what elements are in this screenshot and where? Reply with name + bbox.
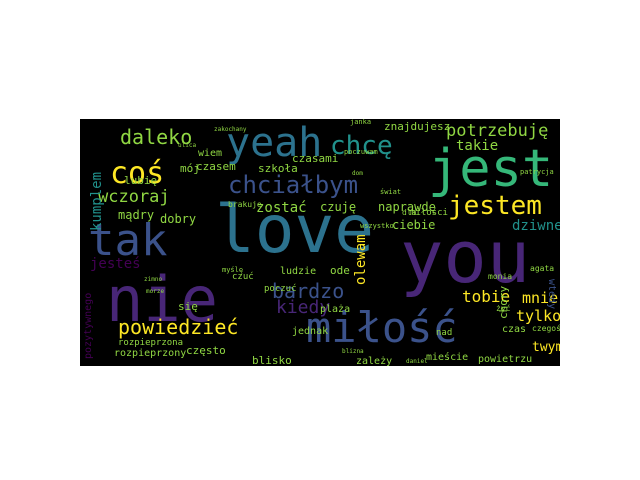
word: miłości xyxy=(410,208,448,218)
word: mnie xyxy=(522,289,559,307)
word: monia xyxy=(488,272,513,281)
word: czuć xyxy=(232,272,254,282)
word: czasami xyxy=(292,152,339,165)
word: często xyxy=(186,344,226,357)
word: twym xyxy=(532,340,560,355)
word: ciebie xyxy=(392,218,436,232)
word: czegoś xyxy=(532,324,560,333)
word: dobry xyxy=(160,212,197,226)
word: takie xyxy=(456,138,499,154)
word: miłość xyxy=(306,303,458,352)
word: patrycja xyxy=(520,168,554,176)
word: żyć xyxy=(496,304,511,313)
word: powietrzu xyxy=(478,354,533,365)
word: zostać xyxy=(256,200,307,216)
word: jednak xyxy=(292,326,329,337)
word: chcę xyxy=(330,131,393,161)
word: naprawdę xyxy=(378,200,436,214)
word: bardzo xyxy=(272,279,345,303)
word: zależy xyxy=(356,356,393,367)
word: brakuje xyxy=(228,200,262,209)
word: plaża xyxy=(320,304,351,315)
word: czas xyxy=(502,324,527,335)
word: ode xyxy=(330,264,350,277)
word: poczuwam xyxy=(344,148,378,156)
word: znajdujesz xyxy=(384,120,451,133)
word: myślę xyxy=(222,266,244,274)
word: mój xyxy=(180,162,200,175)
word: świat xyxy=(380,188,402,196)
word: dla xyxy=(402,208,417,217)
word: rozpieprzony xyxy=(114,348,187,359)
word: love xyxy=(215,191,374,268)
word: dalekо xyxy=(120,125,193,149)
word: olewam xyxy=(353,234,369,285)
word: yeah xyxy=(226,120,323,166)
word: jesteś xyxy=(90,256,141,272)
word: dziwne xyxy=(512,218,560,234)
word: kiedy xyxy=(276,297,331,318)
word: chciałbym xyxy=(228,171,359,199)
word: szkoła xyxy=(258,162,298,175)
word: daniel xyxy=(406,358,428,365)
word: mądry xyxy=(118,208,155,222)
word: tak xyxy=(88,215,168,266)
word: tylko xyxy=(516,307,560,325)
word: blisko xyxy=(252,354,292,366)
word: chory xyxy=(497,285,510,319)
word: tobie xyxy=(462,287,511,306)
word: lubię xyxy=(124,174,158,187)
word: agata xyxy=(530,264,555,273)
word: rozpieprzona xyxy=(118,338,184,348)
word: morze xyxy=(146,288,165,295)
word: czasem xyxy=(196,160,236,173)
word: kumplem xyxy=(89,171,105,231)
word: potrzebuję xyxy=(446,121,549,141)
word: janka xyxy=(350,119,372,126)
word: się xyxy=(178,300,198,313)
word: ulica xyxy=(178,142,197,149)
word: mieście xyxy=(426,352,469,363)
word: wszystko xyxy=(360,222,394,230)
word: wtedy xyxy=(546,279,557,310)
word: blizna xyxy=(342,348,364,355)
word: poczuć xyxy=(264,284,297,294)
word: powiedzieć xyxy=(118,315,239,339)
word: wiem xyxy=(198,148,223,159)
word: nie xyxy=(106,263,218,336)
word: pozytywnego xyxy=(83,292,94,359)
word: you xyxy=(400,215,531,299)
word: czuję xyxy=(320,200,357,214)
word-cloud: love you nie jest tak miłość yeah chcę c… xyxy=(80,119,560,366)
word: jest xyxy=(428,139,554,199)
word: zimno xyxy=(144,276,163,283)
word: wczoraj xyxy=(98,187,170,207)
word: coś xyxy=(110,156,165,191)
word: dom xyxy=(352,170,363,177)
word: zakochany xyxy=(214,126,247,133)
word: ludzie xyxy=(280,266,317,277)
word: nad xyxy=(436,328,453,338)
word: jestem xyxy=(448,191,542,221)
